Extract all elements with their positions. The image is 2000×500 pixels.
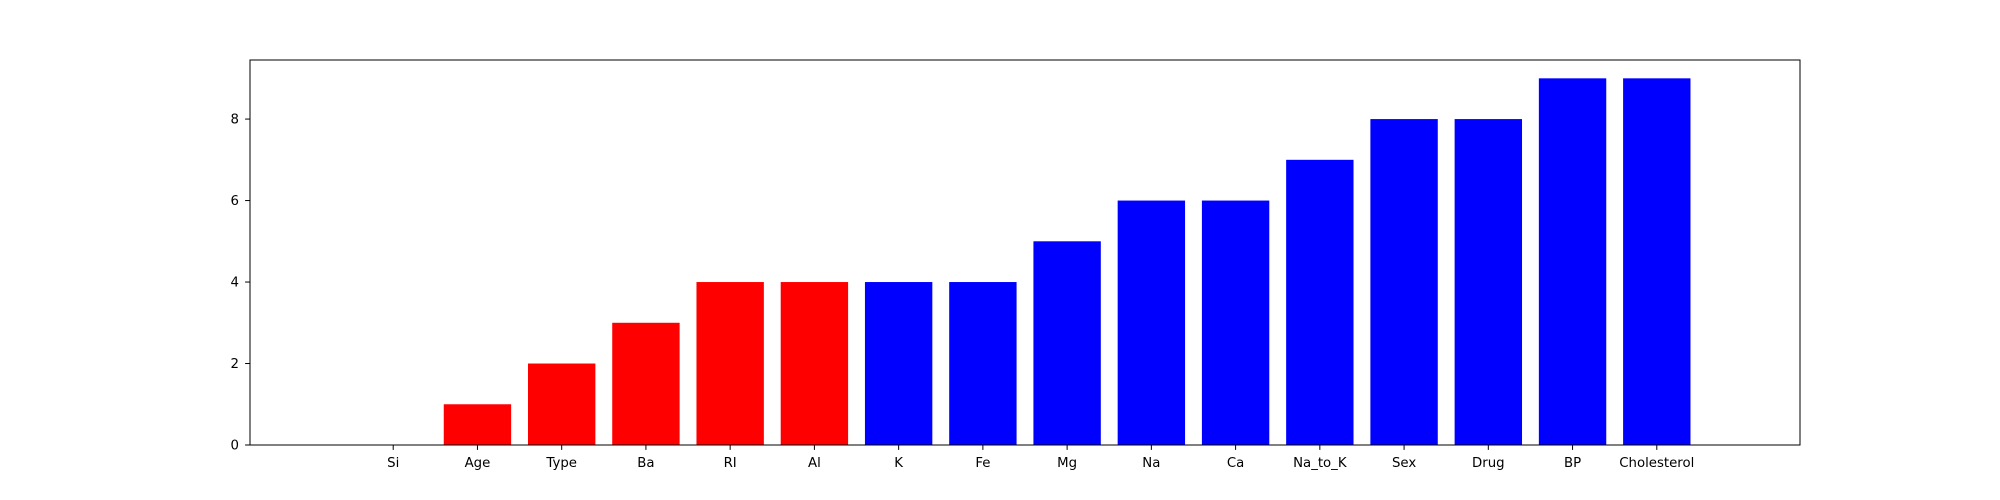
x-tick-label: Cholesterol — [1619, 456, 1694, 471]
bar-drug — [1454, 119, 1523, 446]
x-tick-label: Type — [545, 456, 577, 471]
y-axis: 0 2 4 6 8 — [231, 113, 250, 454]
x-tick-label: Na — [1142, 456, 1160, 471]
x-tick-label: Fe — [975, 456, 990, 471]
x-tick-label: BP — [1564, 456, 1581, 471]
bar-fe — [949, 282, 1017, 445]
bar-na-to-k — [1286, 159, 1354, 445]
bar-mg — [1033, 241, 1101, 445]
x-tick-label: Al — [808, 456, 821, 471]
y-tick-label: 6 — [231, 194, 239, 209]
bar-al — [780, 282, 849, 445]
y-tick-label: 2 — [231, 357, 239, 372]
x-tick-label: Si — [387, 456, 399, 471]
x-tick-label: K — [894, 456, 903, 471]
bars-group — [443, 78, 1691, 446]
bar-sex — [1370, 119, 1438, 446]
x-tick-label: Sex — [1392, 456, 1416, 471]
x-axis: Si Age Type Ba RI Al K Fe Mg Na Ca Na_to_K Sex Drug BP… — [387, 445, 1694, 471]
bar-na — [1117, 200, 1186, 445]
x-tick-label: RI — [724, 456, 737, 471]
bar-ba — [612, 322, 680, 445]
x-tick-label: Na_to_K — [1293, 456, 1347, 471]
bar-cholesterol — [1623, 78, 1691, 445]
bar-age — [443, 404, 512, 445]
bar-ca — [1201, 200, 1270, 445]
x-tick-label: Ca — [1227, 456, 1244, 471]
y-tick-label: 4 — [231, 276, 239, 291]
x-tick-label: Drug — [1472, 456, 1505, 471]
bar-type — [527, 363, 596, 445]
bar-bp — [1538, 78, 1607, 445]
x-tick-label: Ba — [637, 456, 654, 471]
x-tick-label: Age — [465, 456, 491, 471]
y-tick-label: 0 — [231, 439, 239, 454]
x-tick-label: Mg — [1057, 456, 1077, 471]
plot-frame — [249, 59, 1801, 446]
bar-k — [864, 282, 933, 445]
y-tick-label: 8 — [231, 113, 239, 128]
bar-ri — [696, 282, 764, 445]
